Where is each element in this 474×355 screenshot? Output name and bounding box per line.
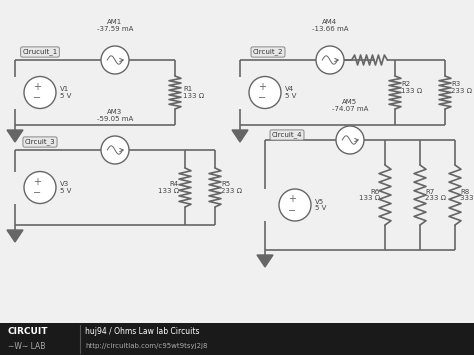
Text: AM4
-13.66 mA: AM4 -13.66 mA <box>312 19 348 32</box>
Circle shape <box>249 76 281 109</box>
Text: Circuit_2: Circuit_2 <box>253 49 283 55</box>
Polygon shape <box>257 255 273 267</box>
Text: V1
5 V: V1 5 V <box>60 86 72 99</box>
Text: ∼W∼ LAB: ∼W∼ LAB <box>8 342 46 350</box>
Text: AM1
-37.59 mA: AM1 -37.59 mA <box>97 19 133 32</box>
Text: http://circuitlab.com/c95wt9tsyj2j8: http://circuitlab.com/c95wt9tsyj2j8 <box>85 343 208 349</box>
Text: +: + <box>288 195 296 204</box>
Circle shape <box>24 171 56 203</box>
Text: AM3
-59.05 mA: AM3 -59.05 mA <box>97 109 133 122</box>
Text: V5
5 V: V5 5 V <box>315 198 327 212</box>
Circle shape <box>336 126 364 154</box>
Polygon shape <box>7 130 23 142</box>
Text: R3
233 Ω: R3 233 Ω <box>451 81 472 94</box>
Text: −: − <box>33 188 41 198</box>
Text: R4
133 Ω: R4 133 Ω <box>158 181 179 194</box>
Text: +: + <box>258 82 266 92</box>
Circle shape <box>316 46 344 74</box>
Text: R5
233 Ω: R5 233 Ω <box>221 181 242 194</box>
Text: AM5
-74.07 mA: AM5 -74.07 mA <box>332 99 368 112</box>
Text: +: + <box>33 82 41 92</box>
Text: Circuit_3: Circuit_3 <box>25 138 55 146</box>
Text: R1
133 Ω: R1 133 Ω <box>183 86 204 99</box>
Circle shape <box>101 46 129 74</box>
Circle shape <box>279 189 311 221</box>
Text: R6
133 Ω: R6 133 Ω <box>359 189 380 202</box>
Polygon shape <box>7 230 23 242</box>
Text: huj94 / Ohms Law lab Circuits: huj94 / Ohms Law lab Circuits <box>85 327 200 337</box>
Text: R7
233 Ω: R7 233 Ω <box>425 189 446 202</box>
Text: R2
133 Ω: R2 133 Ω <box>401 81 422 94</box>
Text: −: − <box>288 206 296 215</box>
Polygon shape <box>232 130 248 142</box>
Circle shape <box>24 76 56 109</box>
Text: CIRCUIT: CIRCUIT <box>8 327 48 335</box>
Bar <box>0 323 474 355</box>
Text: −: − <box>33 93 41 103</box>
Text: Circuit_4: Circuit_4 <box>272 132 302 138</box>
Circle shape <box>101 136 129 164</box>
Text: V3
5 V: V3 5 V <box>60 181 72 194</box>
Text: V4
5 V: V4 5 V <box>285 86 296 99</box>
Text: +: + <box>33 177 41 187</box>
Text: Cirucuit_1: Cirucuit_1 <box>22 49 58 55</box>
Text: R8
333 Ω: R8 333 Ω <box>460 189 474 202</box>
Text: −: − <box>258 93 266 103</box>
